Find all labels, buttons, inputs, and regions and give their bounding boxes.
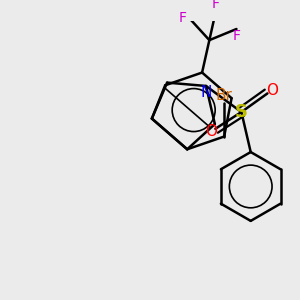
Text: O: O [205, 124, 217, 139]
Text: S: S [235, 103, 248, 121]
Text: Br: Br [216, 88, 232, 104]
Text: F: F [178, 11, 186, 26]
Text: F: F [232, 29, 241, 44]
Text: N: N [200, 85, 212, 100]
Text: F: F [212, 0, 220, 11]
Text: O: O [266, 83, 278, 98]
